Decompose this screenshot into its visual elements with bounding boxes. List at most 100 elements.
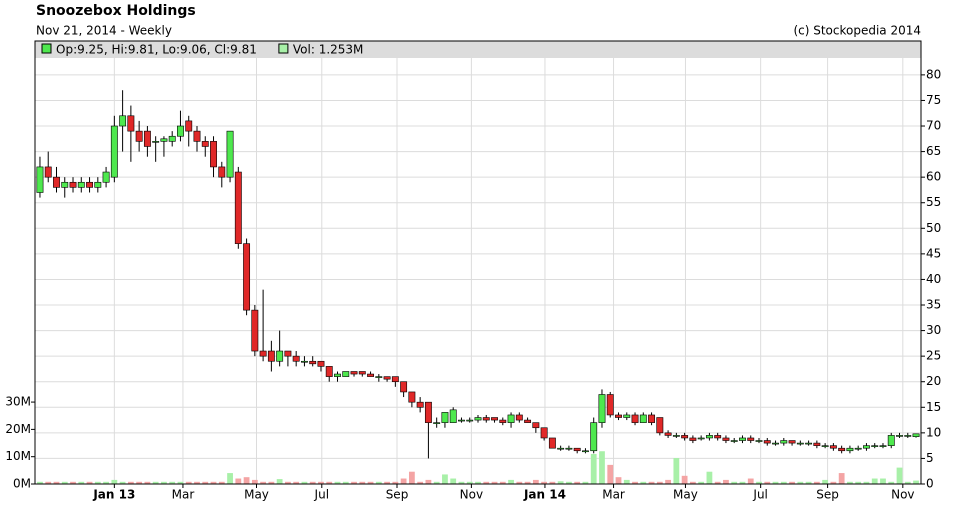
volume-bar — [632, 481, 638, 484]
volume-bar — [276, 479, 283, 484]
candle-body — [705, 435, 713, 439]
volume-bar — [318, 481, 324, 484]
y-tick-label: 65 — [926, 144, 941, 158]
candle-body — [697, 437, 705, 440]
volume-bar — [94, 481, 101, 484]
volume-bar — [673, 458, 680, 484]
candle-body — [532, 422, 540, 429]
candle-body — [168, 135, 176, 142]
candle-body — [763, 440, 771, 444]
candle-body — [449, 409, 457, 423]
volume-bar — [45, 481, 52, 484]
volume-bar — [665, 479, 671, 484]
volume-bar — [309, 481, 316, 484]
candle-body — [639, 414, 647, 423]
candle-body — [615, 414, 622, 418]
candle-body — [474, 417, 482, 421]
volume-bar — [739, 481, 746, 484]
volume-bar — [70, 481, 76, 484]
volume-bar — [706, 471, 713, 484]
legend-band — [35, 41, 921, 58]
volume-bar — [375, 481, 382, 484]
volume-bar — [475, 481, 481, 484]
candle-body — [863, 445, 870, 449]
volume-bar — [499, 481, 506, 484]
volume-bar — [847, 481, 853, 484]
candle-body — [69, 181, 77, 188]
candle-body — [408, 391, 416, 403]
chart-title: Snoozebox Holdings — [36, 3, 196, 19]
volume-bar — [557, 481, 564, 484]
volume-bar — [326, 481, 333, 484]
candle-body — [664, 432, 672, 436]
candle-body — [276, 350, 284, 362]
x-tick-label: Nov — [891, 488, 914, 502]
x-tick-label: Jan 13 — [92, 488, 135, 502]
volume-bar — [442, 474, 448, 484]
y-tick-label: 20 — [926, 374, 941, 388]
x-tick-label: Mar — [172, 488, 195, 502]
volume-bar — [656, 481, 663, 484]
y2-tick-label: 20M — [5, 422, 31, 436]
volume-bar — [103, 481, 109, 484]
candle-body — [119, 115, 127, 127]
candle-body — [829, 445, 837, 449]
candle-body — [259, 350, 267, 357]
volume-bar — [615, 477, 622, 484]
candle-body — [416, 401, 424, 408]
volume-bar — [574, 481, 581, 484]
candle-body — [441, 412, 449, 423]
candle-body — [755, 440, 763, 442]
credit: (c) Stockopedia 2014 — [793, 24, 921, 38]
volume-bar — [896, 467, 903, 484]
candle-body — [251, 309, 259, 352]
volume-bar — [714, 481, 721, 484]
volume-bar — [285, 481, 291, 484]
candle-body — [44, 166, 52, 178]
volume-bar — [904, 481, 911, 484]
candle-body — [904, 435, 912, 437]
volume-bar — [607, 464, 614, 484]
candle-body — [110, 125, 118, 178]
volume-bar — [351, 481, 357, 484]
candle-body — [730, 440, 738, 442]
candle-body — [177, 125, 184, 137]
y2-tick-label: 0M — [13, 477, 31, 491]
candle-body — [805, 442, 813, 445]
candle-body — [458, 419, 465, 422]
candle-body — [515, 414, 523, 421]
volume-bar — [334, 481, 341, 484]
candle-body — [334, 373, 341, 377]
candle-body — [383, 376, 391, 380]
candle-body — [482, 417, 490, 421]
candle-body — [342, 371, 350, 377]
candle-body — [582, 450, 589, 453]
volume-bar — [681, 475, 688, 484]
candle-body — [722, 437, 730, 441]
volume-bar — [541, 481, 548, 484]
candle-body — [656, 417, 664, 434]
candle-body — [350, 371, 358, 375]
volume-bar — [293, 481, 300, 484]
volume-bar — [599, 451, 605, 484]
plot-frame — [34, 40, 922, 485]
candle-body — [210, 141, 217, 168]
volume-bar — [813, 481, 820, 484]
legend-label: Op:9.25, Hi:9.81, Lo:9.06, Cl:9.81 — [56, 43, 257, 57]
volume-bar — [78, 481, 85, 484]
volume-bar — [805, 481, 812, 484]
volume-bar — [913, 480, 919, 484]
candle-body — [590, 422, 598, 452]
volume-bar — [698, 481, 705, 484]
volume-bar — [789, 481, 795, 484]
y-tick-label: 35 — [926, 298, 941, 312]
candle-body — [466, 419, 474, 422]
candle-body — [557, 447, 565, 450]
volume-bar — [119, 481, 126, 484]
volume-bar — [260, 481, 267, 484]
y2-tick-label: 10M — [5, 449, 31, 463]
volume-bar — [764, 481, 771, 484]
volume-bar — [532, 479, 539, 484]
candle-body — [86, 181, 93, 188]
candle-body — [507, 414, 515, 423]
